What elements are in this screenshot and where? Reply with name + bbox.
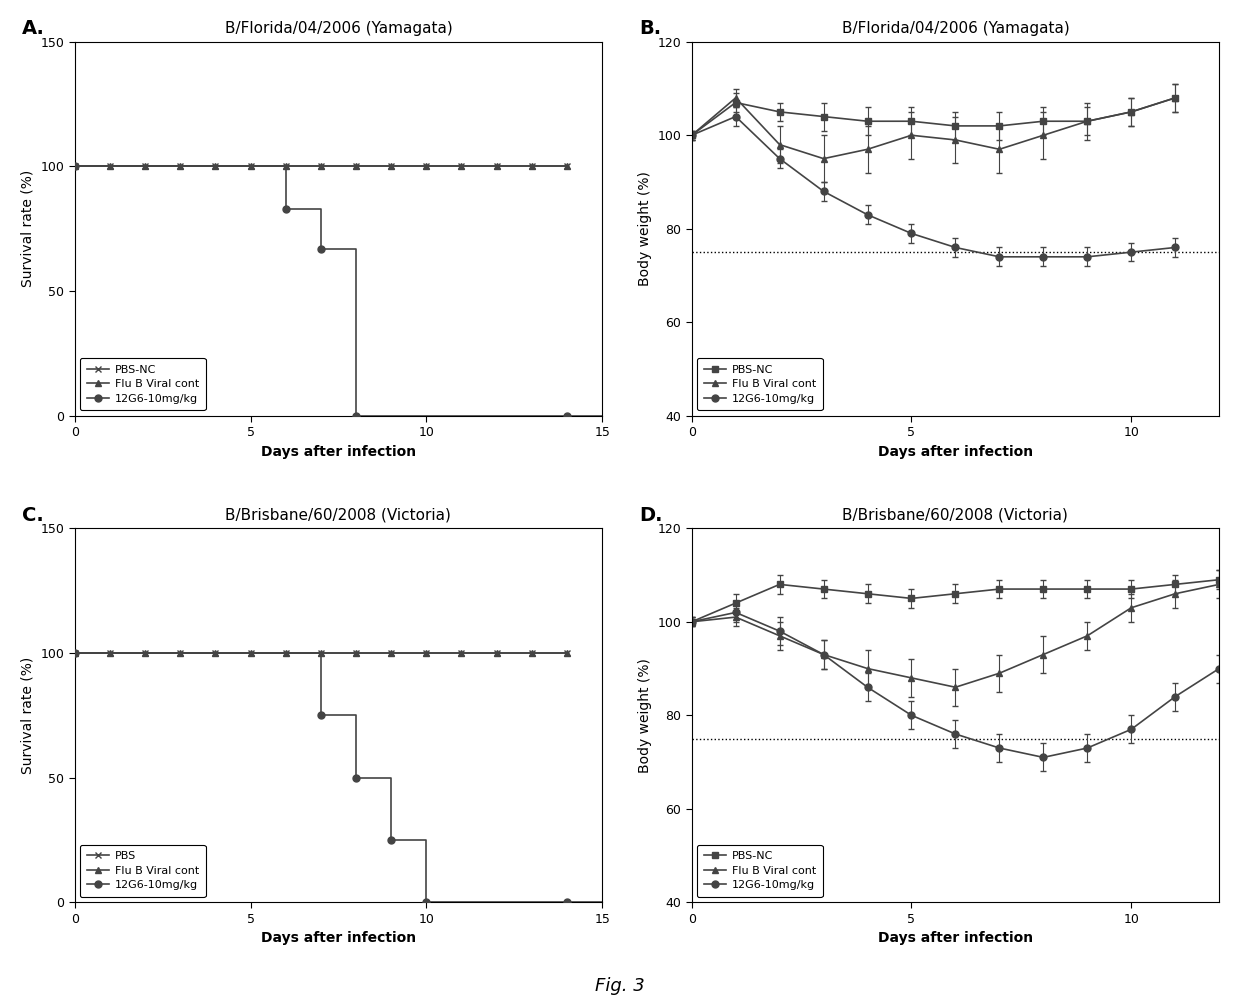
Text: D.: D. — [639, 506, 662, 525]
Text: Fig. 3: Fig. 3 — [595, 977, 645, 995]
Text: C.: C. — [22, 506, 43, 525]
X-axis label: Days after infection: Days after infection — [260, 931, 415, 945]
X-axis label: Days after infection: Days after infection — [878, 445, 1033, 459]
Text: B.: B. — [639, 19, 661, 38]
Legend: PBS-NC, Flu B Viral cont, 12G6-10mg/kg: PBS-NC, Flu B Viral cont, 12G6-10mg/kg — [697, 358, 822, 410]
Legend: PBS-NC, Flu B Viral cont, 12G6-10mg/kg: PBS-NC, Flu B Viral cont, 12G6-10mg/kg — [81, 358, 206, 410]
X-axis label: Days after infection: Days after infection — [878, 931, 1033, 945]
Legend: PBS, Flu B Viral cont, 12G6-10mg/kg: PBS, Flu B Viral cont, 12G6-10mg/kg — [81, 845, 206, 896]
Y-axis label: Survival rate (%): Survival rate (%) — [21, 170, 35, 288]
Legend: PBS-NC, Flu B Viral cont, 12G6-10mg/kg: PBS-NC, Flu B Viral cont, 12G6-10mg/kg — [697, 845, 822, 896]
Title: B/Brisbane/60/2008 (Victoria): B/Brisbane/60/2008 (Victoria) — [842, 508, 1069, 523]
Text: A.: A. — [22, 19, 45, 38]
Title: B/Florida/04/2006 (Yamagata): B/Florida/04/2006 (Yamagata) — [224, 22, 453, 37]
X-axis label: Days after infection: Days after infection — [260, 445, 415, 459]
Title: B/Brisbane/60/2008 (Victoria): B/Brisbane/60/2008 (Victoria) — [226, 508, 451, 523]
Y-axis label: Body weight (%): Body weight (%) — [637, 658, 652, 773]
Title: B/Florida/04/2006 (Yamagata): B/Florida/04/2006 (Yamagata) — [842, 22, 1069, 37]
Y-axis label: Body weight (%): Body weight (%) — [637, 171, 652, 286]
Y-axis label: Survival rate (%): Survival rate (%) — [21, 656, 35, 774]
